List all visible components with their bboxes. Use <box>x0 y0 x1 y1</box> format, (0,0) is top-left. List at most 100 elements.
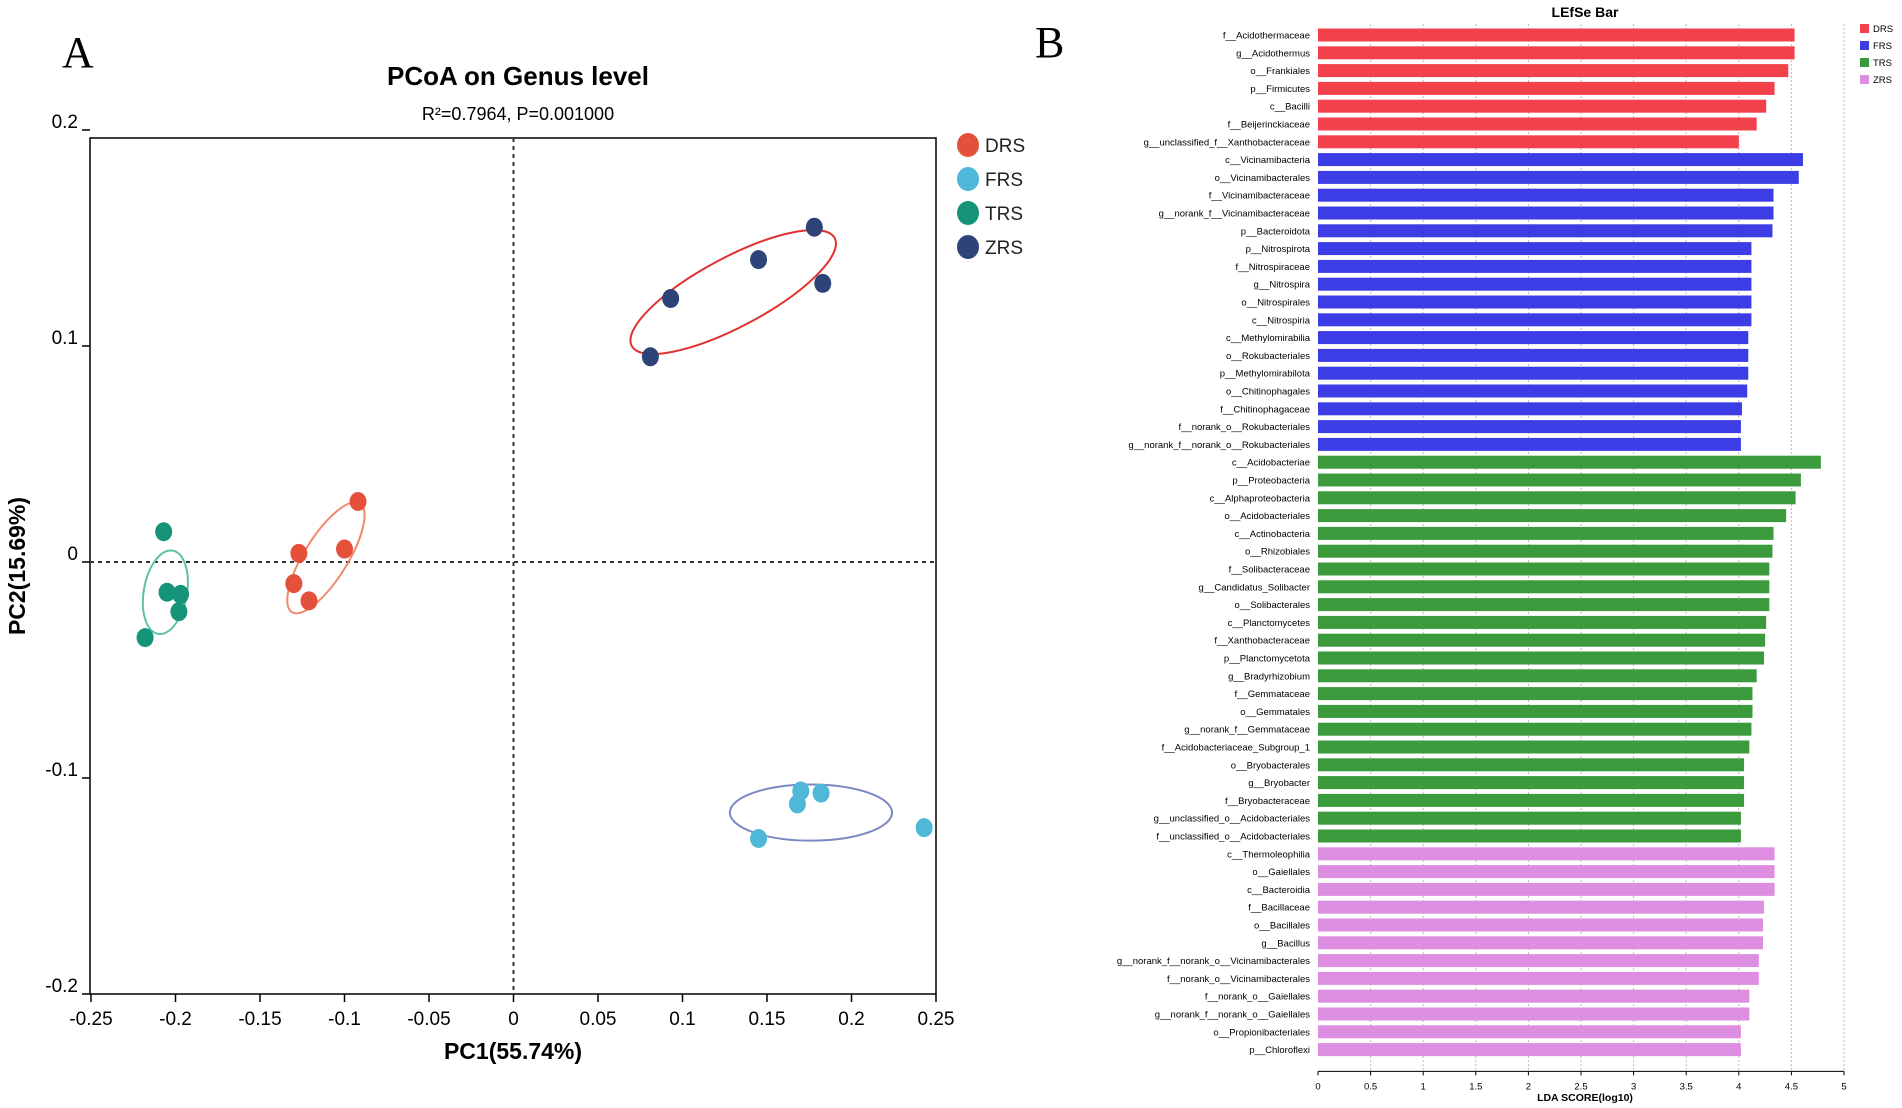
lefse-grid <box>1370 24 1845 1072</box>
lefse-bar <box>1318 473 1801 487</box>
pcoa-point-drs <box>336 539 353 559</box>
pcoa-legend-marker-trs <box>957 201 979 225</box>
lefse-bar-label: f__Acidothermaceae <box>1223 31 1310 42</box>
lefse-bar-label: c__Thermoleophilia <box>1227 849 1311 860</box>
pcoa-point-frs <box>915 818 933 838</box>
lefse-bar <box>1318 829 1741 843</box>
pcoa-x-tick-label: 0 <box>508 1009 519 1030</box>
lefse-bar-label: f__Gemmataceae <box>1234 689 1310 700</box>
pcoa-points <box>136 217 933 848</box>
lefse-bar <box>1318 295 1752 309</box>
lefse-x-tick-label: 4 <box>1736 1081 1741 1092</box>
lefse-legend-label: ZRS <box>1873 75 1892 86</box>
lefse-chart: LEfSe Bar f__Acidothermaceae g__Acidother… <box>1117 4 1893 1104</box>
lefse-bar <box>1318 437 1741 451</box>
pcoa-x-tick-label: 0.25 <box>918 1009 955 1030</box>
lefse-bar <box>1318 793 1745 807</box>
panel-b-letter: B <box>1035 18 1064 67</box>
pcoa-title: PCoA on Genus level <box>387 61 649 91</box>
lefse-bar <box>1318 509 1787 523</box>
pcoa-point-trs <box>136 628 154 648</box>
lefse-bar <box>1318 918 1763 932</box>
lefse-bar-label: f__norank_o__Rokubacteriales <box>1178 422 1310 433</box>
lefse-bar <box>1318 366 1749 380</box>
lefse-bar <box>1318 740 1750 754</box>
lefse-bar <box>1318 776 1745 790</box>
lefse-x-tick-label: 4.5 <box>1785 1081 1798 1092</box>
lefse-bar-label: c__Alphaproteobacteria <box>1210 493 1311 504</box>
lefse-bar-label: g__unclassified_o__Acidobacteriales <box>1154 814 1311 825</box>
lefse-bar-label: o__Nitrospirales <box>1241 298 1310 309</box>
pcoa-ellipse-frs <box>728 783 894 842</box>
lefse-legend-label: DRS <box>1873 24 1893 35</box>
lefse-bar <box>1318 491 1796 505</box>
lefse-bar <box>1318 954 1759 968</box>
lefse-bar <box>1318 117 1757 131</box>
lefse-bar <box>1318 882 1775 896</box>
lefse-bar-label: f__Xanthobacteraceae <box>1214 636 1310 647</box>
lefse-bar <box>1318 1025 1741 1039</box>
lefse-bar-label: c__Vicinamibacteria <box>1225 155 1311 166</box>
pcoa-legend-label: FRS <box>985 170 1023 191</box>
lefse-bar-label: c__Acidobacteriae <box>1232 458 1310 469</box>
lefse-bar <box>1318 651 1765 665</box>
lefse-bar-label: o__Frankiales <box>1250 66 1310 77</box>
pcoa-point-drs <box>300 591 318 611</box>
lefse-bar-label: p__Methylomirabilota <box>1220 369 1311 380</box>
pcoa-point-trs <box>172 584 190 604</box>
lefse-bar <box>1318 704 1753 718</box>
pcoa-point-trs <box>170 602 188 622</box>
pcoa-x-axis: -0.25 -0.2 -0.15 -0.1 -0.05 0 0.05 0.1 0.15 0.2 0.… <box>69 994 954 1030</box>
lefse-bar <box>1318 81 1775 95</box>
lefse-bar-label: g__norank_f__norank_o__Gaiellales <box>1155 1010 1311 1021</box>
lefse-bar <box>1318 669 1757 683</box>
lefse-bar <box>1318 989 1750 1003</box>
lefse-legend-swatch-zrs <box>1860 75 1869 84</box>
lefse-bar-label: g__Bryobacter <box>1248 778 1310 789</box>
lefse-bar-label: p__Nitrospirota <box>1246 244 1311 255</box>
pcoa-x-tick-label: -0.2 <box>159 1009 192 1030</box>
lefse-bar-label: c__Actinobacteria <box>1234 529 1310 540</box>
lefse-bar-label: c__Planctomycetes <box>1228 618 1311 629</box>
pcoa-point-zrs <box>662 288 680 308</box>
lefse-bar-label: f__Chitinophagaceae <box>1220 404 1310 415</box>
pcoa-point-frs <box>812 783 830 803</box>
pcoa-x-tick-label: -0.25 <box>69 1009 112 1030</box>
lefse-bar-label: p__Planctomycetota <box>1224 654 1311 665</box>
pcoa-point-zrs <box>805 217 823 237</box>
lefse-bar-label: p__Firmicutes <box>1250 84 1310 95</box>
lefse-bar-label: g__Bradyrhizobium <box>1228 671 1310 682</box>
lefse-bar-label: g__norank_f__Gemmataceae <box>1184 725 1310 736</box>
lefse-x-tick-label: 2.5 <box>1574 1081 1587 1092</box>
lefse-bar <box>1318 384 1748 398</box>
lefse-legend: DRS FRS TRS ZRS <box>1860 24 1893 86</box>
lefse-bar <box>1318 1043 1741 1057</box>
panel-a-letter: A <box>62 28 94 77</box>
pcoa-subtitle: R²=0.7964, P=0.001000 <box>422 104 614 124</box>
pcoa-y-tick-label: 0.1 <box>52 328 78 349</box>
lefse-bar <box>1318 936 1763 950</box>
lefse-bar <box>1318 46 1795 60</box>
lefse-bar <box>1318 900 1765 914</box>
lefse-bar-label: o__Vicinamibacterales <box>1215 173 1311 184</box>
lefse-bar-label: g__Candidatus_Solibacter <box>1199 582 1310 593</box>
lefse-bar-label: f__norank_o__Gaiellales <box>1205 992 1310 1003</box>
lefse-bar <box>1318 420 1741 434</box>
lefse-bar <box>1318 526 1774 540</box>
pcoa-ellipse-zrs <box>629 229 837 355</box>
lefse-bar-label: g__unclassified_f__Xanthobacteraceae <box>1144 137 1310 148</box>
lefse-x-tick-label: 3.5 <box>1680 1081 1693 1092</box>
lefse-bar-label: o__Acidobacteriales <box>1224 511 1310 522</box>
lefse-bar <box>1318 259 1752 273</box>
lefse-bar-label: f__Solibacteraceae <box>1229 565 1310 576</box>
lefse-bar <box>1318 580 1770 594</box>
lefse-legend-swatch-drs <box>1860 24 1869 33</box>
pcoa-point-frs <box>788 794 806 814</box>
lefse-bar <box>1318 188 1774 202</box>
lefse-bar <box>1318 402 1742 416</box>
lefse-bar-label: o__Bryobacterales <box>1231 760 1310 771</box>
lefse-labels: f__Acidothermaceae g__Acidothermus o__Fran… <box>1117 31 1311 1057</box>
lefse-x-tick-label: 1.5 <box>1469 1081 1482 1092</box>
lefse-bar-label: p__Chloroflexi <box>1249 1045 1310 1056</box>
